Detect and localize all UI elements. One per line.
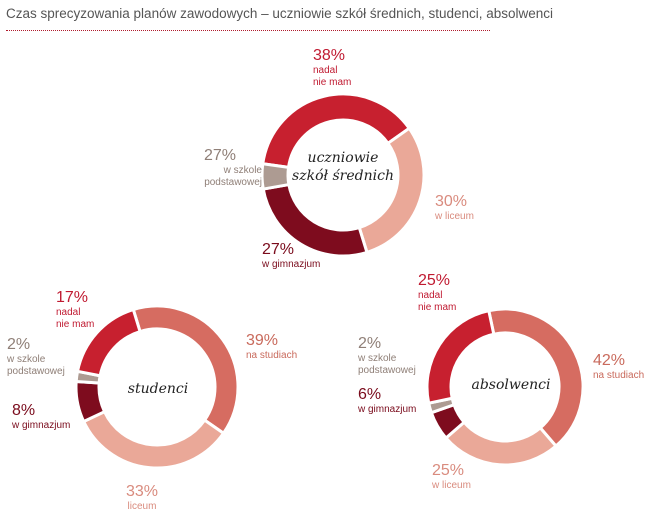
center-label-line: uczniowie xyxy=(307,150,379,166)
slice-caption: na studiach xyxy=(246,350,298,361)
title-divider xyxy=(6,30,490,31)
donut-slice-studenci-na-studiach xyxy=(131,304,240,435)
donut-slice-studenci-nadal-nie-mam xyxy=(76,308,142,378)
donut-slice-uczniowie-liceum xyxy=(357,126,426,254)
slice-pct: 6% xyxy=(358,386,382,403)
slice-pct: 27% xyxy=(262,241,295,258)
slice-caption: w szkole xyxy=(223,165,262,176)
slice-caption: nadal xyxy=(313,65,338,76)
chart-title: Czas sprecyzowania planów zawodowych – u… xyxy=(6,6,554,21)
slice-label-absolwenci-nadal-nie-mam: 25% nadal nie mam xyxy=(418,272,457,314)
slice-label-studenci-liceum: 33% liceum xyxy=(124,483,160,513)
center-label-line: absolwenci xyxy=(471,377,551,393)
slice-pct: 2% xyxy=(358,335,382,352)
slice-label-absolwenci-gimnazjum: 6% w gimnazjum xyxy=(358,386,417,416)
slice-label-uczniowie-nadal-nie-mam: 38% nadal nie mam xyxy=(313,47,352,89)
donut-center-label-absolwenci: absolwenci xyxy=(456,377,566,395)
donut-uczniowie xyxy=(260,92,426,258)
slice-caption: w szkole xyxy=(7,354,46,365)
slice-caption: w gimnazjum xyxy=(12,420,71,431)
slice-label-studenci-nadal-nie-mam: 17% nadal nie mam xyxy=(56,289,95,331)
slice-caption: w liceum xyxy=(435,211,474,222)
slice-caption: nadal xyxy=(418,290,443,301)
slice-pct: 2% xyxy=(7,336,31,353)
slice-pct: 33% xyxy=(125,483,159,500)
slice-pct: 38% xyxy=(313,47,346,64)
slice-pct: 39% xyxy=(246,332,279,349)
slice-label-uczniowie-gimnazjum: 27% w gimnazjum xyxy=(262,241,321,271)
donut-slice-absolwenci-nadal-nie-mam xyxy=(425,309,496,405)
slice-label-absolwenci-szkola-podstawowa: 2% w szkole podstawowej xyxy=(358,335,416,377)
slice-caption: w gimnazjum xyxy=(358,404,417,415)
slice-pct: 27% xyxy=(204,147,237,164)
slice-pct: 30% xyxy=(435,193,468,210)
slice-pct: 25% xyxy=(432,462,465,479)
donut-center-label-studenci: studenci xyxy=(108,381,208,399)
slice-label-absolwenci-liceum: 25% w liceum xyxy=(432,462,471,492)
slice-pct: 17% xyxy=(56,289,89,306)
slice-label-absolwenci-na-studiach: 42% na studiach xyxy=(593,352,645,382)
center-label-line: studenci xyxy=(127,381,189,397)
donut-absolwenci xyxy=(425,307,585,467)
slice-caption: nie mam xyxy=(418,302,457,313)
slice-caption: nie mam xyxy=(313,77,352,88)
donut-slice-absolwenci-liceum xyxy=(444,420,558,467)
slice-label-uczniowie-szkola-podstawowa: 27% w szkole podstawowej xyxy=(190,147,262,189)
slice-caption: na studiach xyxy=(593,370,645,381)
slice-pct: 42% xyxy=(593,352,626,369)
slice-label-studenci-na-studiach: 39% na studiach xyxy=(246,332,298,362)
slice-caption: w liceum xyxy=(432,480,471,491)
slice-caption: podstawowej xyxy=(204,177,262,188)
slice-label-studenci-szkola-podstawowa: 2% w szkole podstawowej xyxy=(7,336,65,378)
slice-caption: nadal xyxy=(56,307,81,318)
slice-caption: nie mam xyxy=(56,319,95,330)
donut-slice-studenci-liceum xyxy=(82,410,225,470)
slice-label-uczniowie-liceum: 30% w liceum xyxy=(435,193,474,223)
slice-caption: w szkole xyxy=(358,353,397,364)
donut-slice-uczniowie-szkola-podstawowa xyxy=(260,162,291,191)
center-label-line: szkół średnich xyxy=(292,167,394,184)
donut-center-label-uczniowie: uczniowie szkół średnich xyxy=(288,150,398,185)
slice-caption: liceum xyxy=(127,501,157,512)
slice-pct: 8% xyxy=(12,402,36,419)
donut-studenci xyxy=(74,304,240,470)
slice-pct: 25% xyxy=(418,272,451,289)
slice-caption: w gimnazjum xyxy=(262,259,321,270)
slice-caption: podstawowej xyxy=(7,366,65,377)
slice-label-studenci-gimnazjum: 8% w gimnazjum xyxy=(12,402,71,432)
slice-caption: podstawowej xyxy=(358,365,416,376)
